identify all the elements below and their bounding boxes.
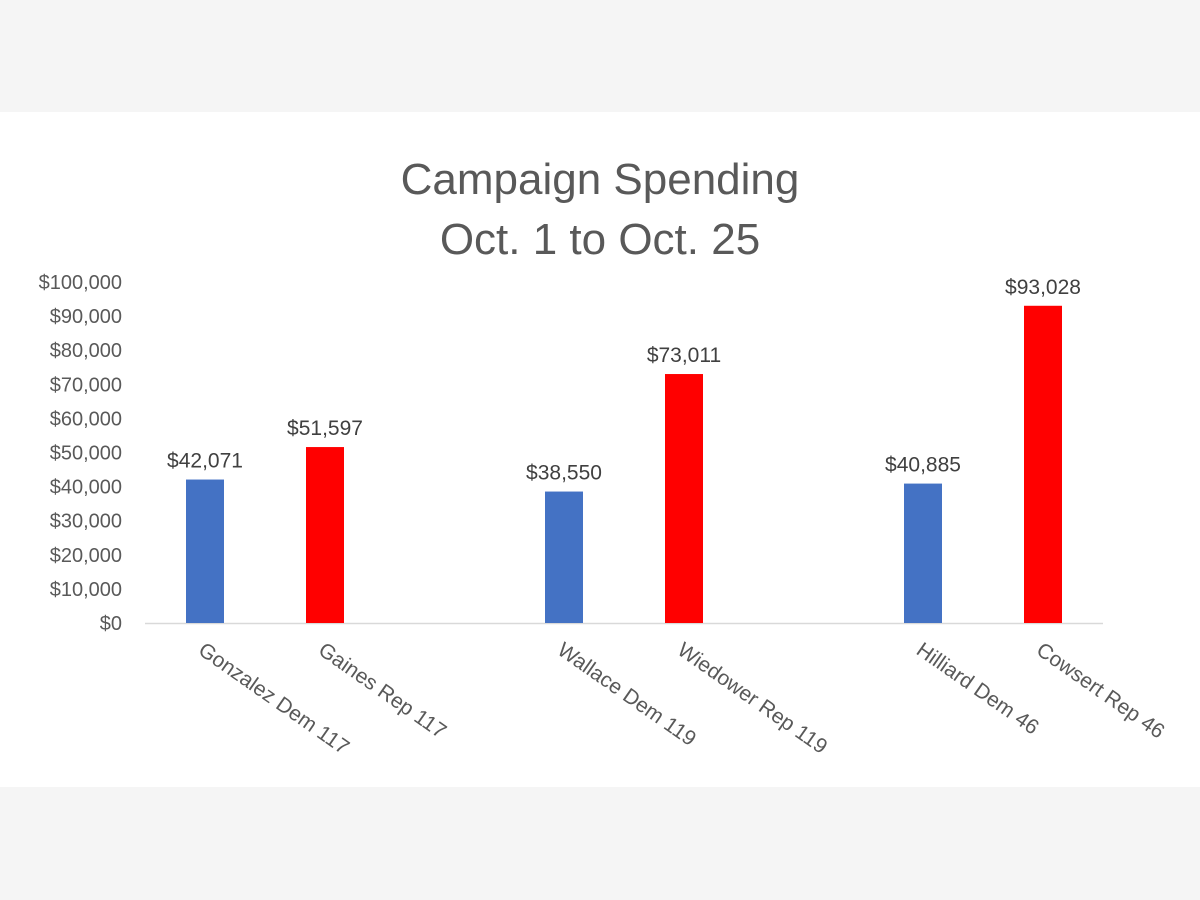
data-label: $93,028: [1005, 276, 1081, 299]
category-label: Cowsert Rep 46: [1032, 638, 1169, 743]
bar-chart: $0 $10,000 $20,000 $30,000 $40,000 $50,000 $60…: [39, 272, 1169, 759]
bar: [665, 374, 703, 623]
data-label: $42,071: [167, 450, 243, 473]
y-tick-label: $30,000: [50, 511, 122, 533]
chart-card: Campaign Spending Oct. 1 to Oct. 25 $0 $1…: [0, 112, 1200, 787]
chart-title-line-2: Oct. 1 to Oct. 25: [439, 215, 761, 264]
y-tick-label: $50,000: [50, 443, 122, 465]
y-tick-label: $20,000: [50, 545, 122, 567]
y-tick-label: $80,000: [50, 340, 122, 362]
data-label: $38,550: [526, 462, 602, 485]
bar: [545, 491, 583, 623]
bar: [1024, 305, 1062, 623]
data-label: $40,885: [885, 454, 961, 477]
bar: [904, 483, 942, 623]
chart-title: Campaign Spending Oct. 1 to Oct. 25: [0, 150, 1200, 270]
y-tick-label: $0: [100, 613, 122, 635]
y-tick-label: $40,000: [50, 477, 122, 499]
y-tick-label: $10,000: [50, 579, 122, 601]
category-label: Wiedower Rep 119: [673, 638, 831, 758]
data-label: $73,011: [647, 344, 721, 367]
y-tick-label: $60,000: [50, 408, 122, 430]
bar: [306, 447, 344, 623]
chart-title-line-1: Campaign Spending: [400, 155, 800, 204]
y-tick-label: $70,000: [50, 374, 122, 396]
y-tick-label: $100,000: [39, 272, 122, 294]
data-label: $51,597: [287, 417, 363, 440]
category-label: Hilliard Dem 46: [912, 638, 1043, 739]
bar: [186, 479, 224, 623]
y-tick-label: $90,000: [50, 306, 122, 328]
